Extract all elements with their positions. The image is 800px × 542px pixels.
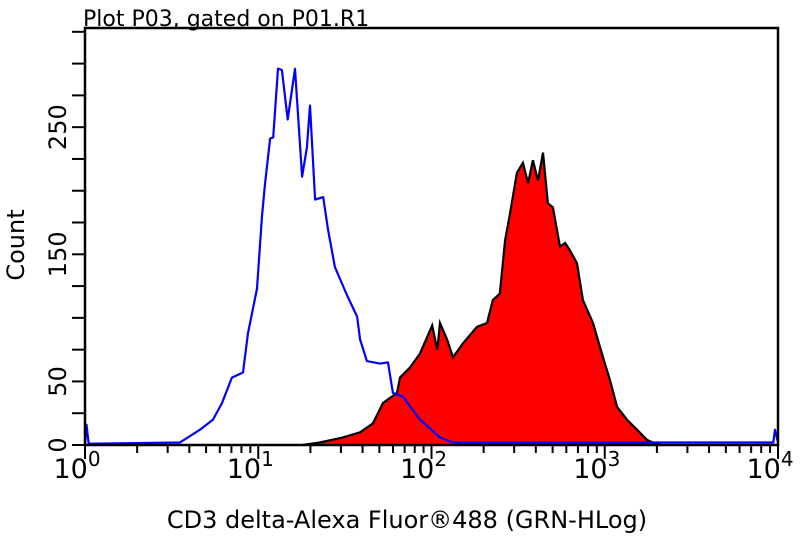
control-histogram-line [83,67,780,446]
filled-histogram-outline [302,152,661,447]
y-tick-label: 250 [44,104,72,150]
x-tick-label: 102 [400,447,447,485]
x-tick-label: 104 [746,447,793,485]
series-layer [83,67,780,447]
y-tick-label: 50 [44,366,72,397]
filled-histogram-area [302,152,661,445]
x-axis-label: CD3 delta-Alexa Fluor®488 (GRN-HLog) [167,506,647,534]
y-tick-label: 150 [44,231,72,277]
x-tick-label: 100 [53,447,100,485]
y-axis-label: Count [2,209,30,280]
x-tick-label: 103 [573,447,620,485]
axes-layer: 0 50 150 250 100 101 102 103 104 [44,30,794,485]
x-tick-label: 101 [227,447,274,485]
y-tick-label: 0 [44,437,72,452]
